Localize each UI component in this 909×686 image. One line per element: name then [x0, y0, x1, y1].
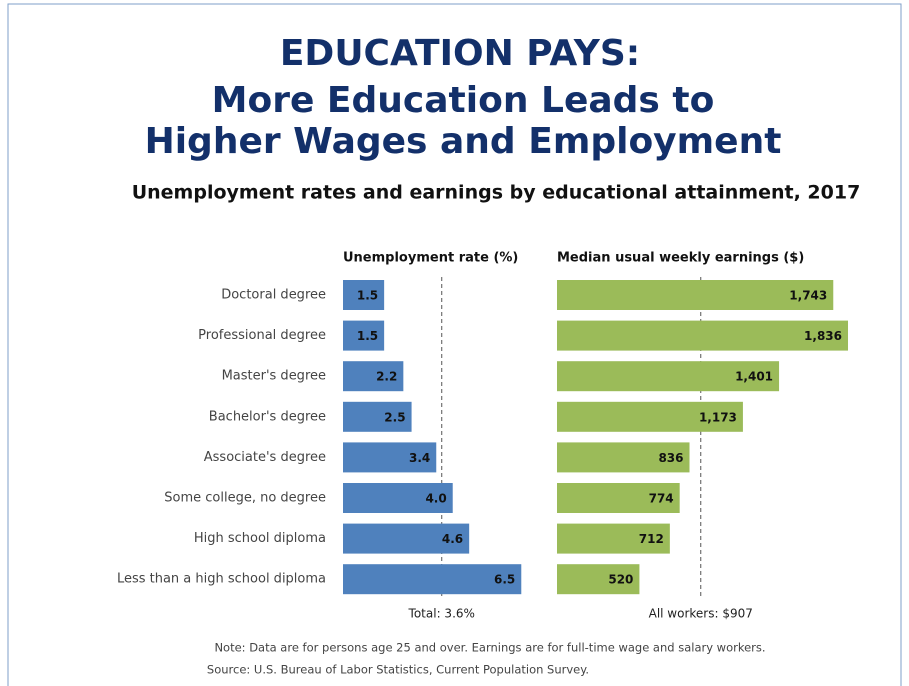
value-label: 1,173 [699, 410, 737, 424]
bar [557, 564, 640, 595]
bar [557, 361, 780, 392]
value-label: 1.5 [357, 329, 378, 343]
value-label: 2.5 [384, 410, 405, 424]
source: Source: U.S. Bureau of Labor Statistics,… [207, 663, 589, 677]
category-label: Master's degree [222, 369, 326, 384]
bar [343, 564, 522, 595]
value-label: 1,743 [789, 289, 827, 303]
bar [343, 361, 404, 392]
category-label: Bachelor's degree [209, 409, 326, 424]
bar [557, 483, 680, 513]
panel-title: Median usual weekly earnings ($) [557, 251, 804, 266]
panel-title: Unemployment rate (%) [343, 251, 518, 266]
value-label: 1.5 [357, 289, 378, 303]
reference-label: All workers: $907 [649, 607, 753, 621]
bar [557, 401, 743, 432]
value-label: 1,836 [804, 329, 842, 343]
value-label: 3.4 [409, 451, 430, 465]
value-label: 712 [639, 532, 664, 546]
bar [343, 320, 385, 351]
title-line: More Education Leads to [212, 80, 715, 121]
value-label: 1,401 [735, 370, 773, 384]
title-line: EDUCATION PAYS: [280, 33, 640, 74]
category-label: Less than a high school diploma [117, 572, 326, 587]
value-label: 2.2 [376, 370, 397, 384]
bar [343, 280, 385, 310]
category-label: Associate's degree [204, 450, 326, 465]
note: Note: Data are for persons age 25 and ov… [214, 641, 765, 655]
bar [343, 442, 437, 473]
value-label: 774 [649, 492, 674, 506]
bar [343, 483, 453, 513]
category-label: Doctoral degree [221, 288, 326, 303]
bar [557, 523, 670, 554]
bar [557, 320, 849, 351]
bar [343, 523, 470, 554]
reference-label: Total: 3.6% [408, 607, 475, 621]
value-label: 4.6 [442, 532, 463, 546]
category-label: High school diploma [194, 531, 326, 546]
bar [557, 442, 690, 473]
subtitle: Unemployment rates and earnings by educa… [132, 182, 861, 204]
bar [557, 280, 834, 310]
title-line: Higher Wages and Employment [145, 121, 782, 162]
frame [7, 3, 902, 686]
bar [343, 401, 412, 432]
category-label: Some college, no degree [164, 491, 326, 506]
category-label: Professional degree [198, 328, 326, 343]
value-label: 6.5 [494, 573, 515, 587]
value-label: 520 [608, 573, 633, 587]
value-label: 4.0 [425, 492, 446, 506]
value-label: 836 [658, 451, 683, 465]
